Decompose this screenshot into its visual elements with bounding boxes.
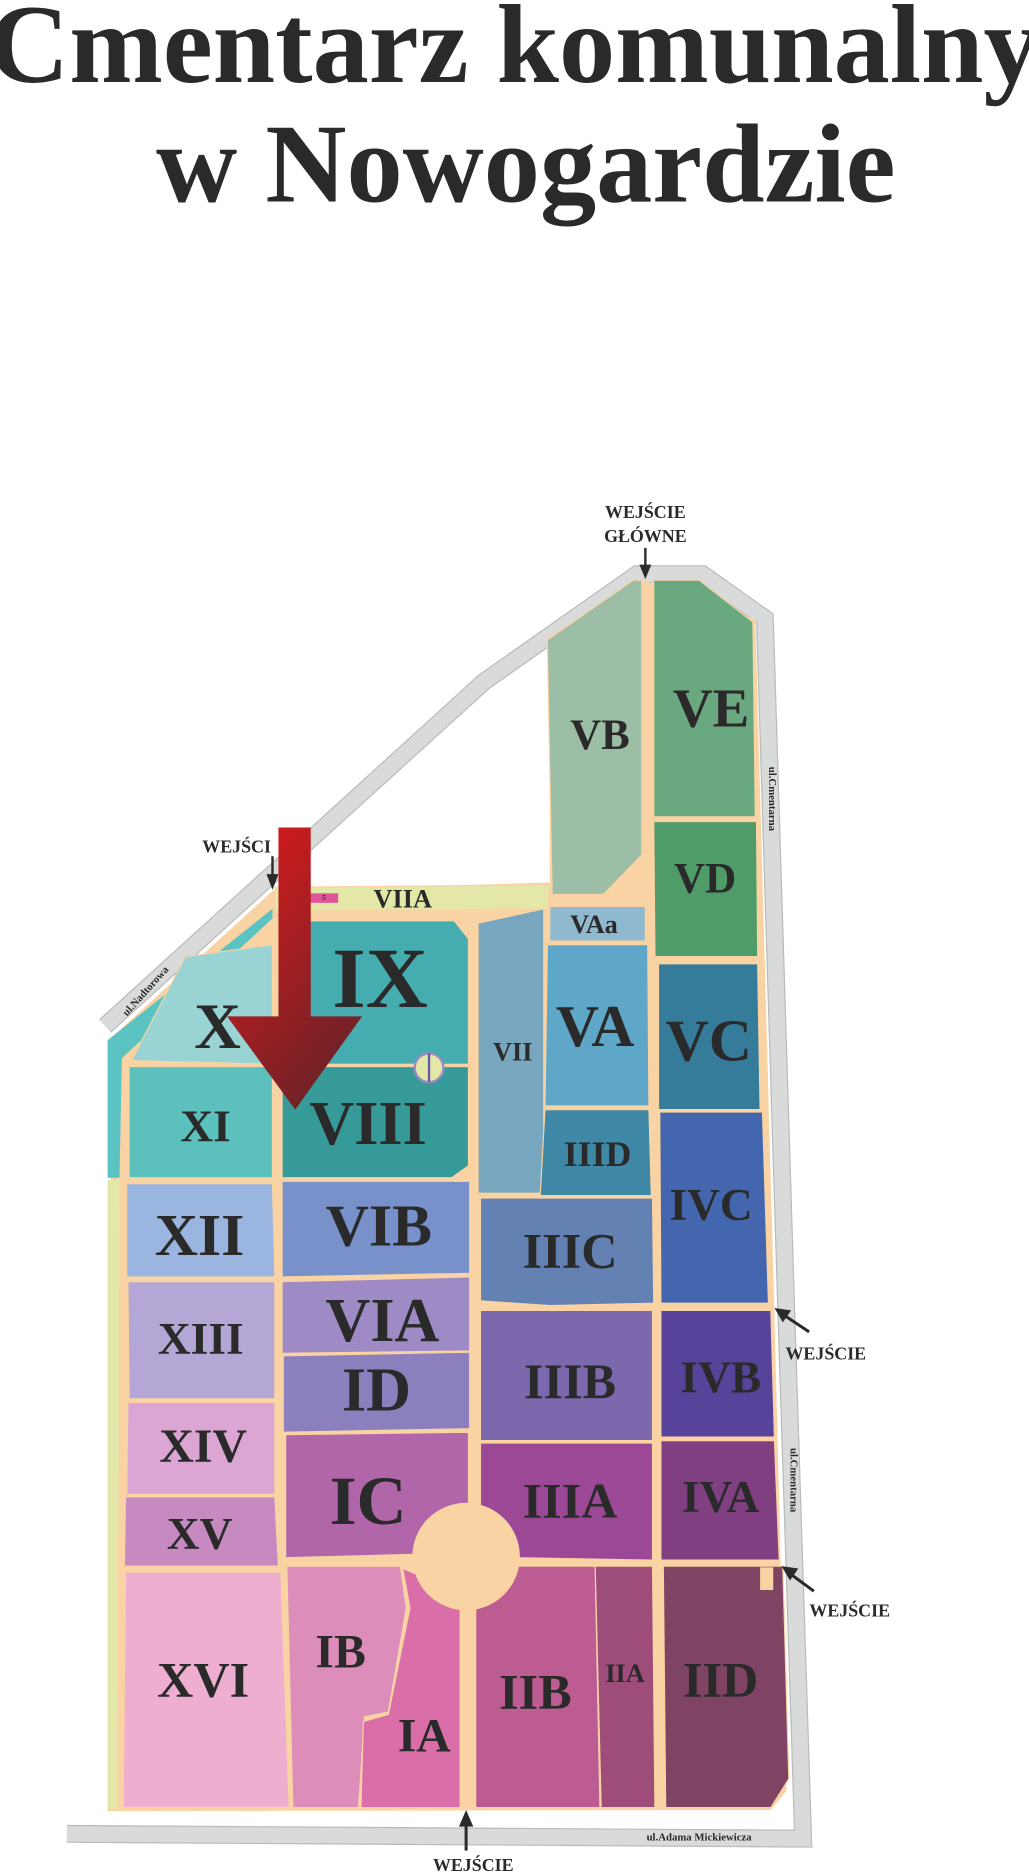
map-title-line1: Cmentarz komunalny (0, 0, 1029, 107)
section-VAa[interactable] (549, 905, 646, 942)
section-IVC[interactable] (659, 1111, 770, 1304)
entrance-main-label-2: GŁÓWNE (604, 525, 687, 546)
label-IC: IC (330, 1462, 407, 1539)
label-IB: IB (315, 1626, 365, 1679)
entrances: WEJŚCIE GŁÓWNE WEJŚCI WEJŚCIE WEJŚCIE WE… (202, 501, 890, 1875)
section-IIA[interactable] (594, 1565, 656, 1809)
sections (122, 579, 790, 1809)
plaza (412, 1502, 520, 1611)
entrance-main-label-1: WEJŚCIE (605, 501, 686, 522)
section-IIID[interactable] (539, 1109, 652, 1197)
label-IIIC: IIIC (523, 1223, 618, 1279)
section-XV[interactable] (123, 1496, 280, 1567)
section-IVB[interactable] (660, 1309, 776, 1438)
label-VIA: VIA (325, 1287, 439, 1355)
label-XIII: XIII (158, 1314, 244, 1364)
section-XVI[interactable] (122, 1571, 290, 1809)
plot-marker (308, 893, 339, 903)
section-IVA[interactable] (660, 1440, 780, 1561)
section-XIV[interactable] (126, 1401, 276, 1496)
label-VIB: VIB (326, 1193, 432, 1259)
section-labels: VB VE VD VIIA 5 VAa VA VC VII IX X XI VI… (155, 678, 761, 1763)
section-VE[interactable] (653, 579, 756, 818)
label-VB: VB (570, 712, 630, 759)
label-IIIA: IIIA (523, 1472, 618, 1528)
entrance-east-lower-label: WEJŚCIE (809, 1599, 890, 1620)
street-label-mickiewicza: ul.Adama Mickiewicza (647, 1831, 753, 1843)
section-VIA[interactable] (281, 1276, 471, 1355)
label-IVC: IVC (669, 1180, 752, 1230)
plot-marker-label: 5 (322, 894, 326, 902)
label-VIII: VIII (309, 1090, 426, 1158)
label-VE: VE (673, 678, 749, 739)
section-VC[interactable] (657, 963, 761, 1111)
label-XI: XI (180, 1101, 230, 1151)
label-IX: IX (332, 930, 428, 1026)
street-label-cmentarna-upper: ul.Cmentarna (766, 767, 778, 832)
section-XIII[interactable] (127, 1281, 276, 1400)
street-label-cmentarna-lower: ul.Cmentarna (788, 1448, 800, 1513)
entrance-south-arrow-icon (458, 1809, 474, 1851)
label-XIV: XIV (159, 1420, 247, 1473)
section-XII[interactable] (126, 1183, 276, 1278)
label-VAa: VAa (570, 910, 618, 939)
section-VIIA[interactable] (274, 884, 551, 912)
road-outline (66, 566, 812, 1847)
section-IB[interactable] (286, 1565, 407, 1809)
label-IIID: IIID (564, 1134, 632, 1174)
section-X[interactable] (130, 943, 274, 1065)
label-IIB: IIB (499, 1664, 572, 1720)
entrance-east-upper-arrow-icon (774, 1307, 810, 1334)
section-VIB[interactable] (281, 1180, 471, 1278)
section-IIIC[interactable] (479, 1197, 655, 1307)
label-IVB: IVB (680, 1352, 761, 1402)
label-ID: ID (342, 1356, 411, 1424)
entrance-northwest-label: WEJŚCI (202, 836, 271, 857)
section-IIIB[interactable] (479, 1309, 654, 1442)
label-VD: VD (674, 855, 736, 902)
path-stub (760, 1567, 774, 1591)
streets (66, 565, 813, 1848)
section-ID[interactable] (282, 1351, 471, 1433)
label-XII: XII (155, 1202, 245, 1268)
label-X: X (194, 990, 241, 1062)
section-VD[interactable] (653, 820, 759, 958)
label-XVI: XVI (157, 1652, 249, 1708)
entrance-main-arrow-icon (639, 547, 652, 579)
section-IID[interactable] (662, 1565, 790, 1809)
label-VC: VC (666, 1007, 752, 1073)
section-VA[interactable] (544, 944, 650, 1107)
map-title-line2: w Nowogardzie (156, 102, 895, 226)
label-VA: VA (556, 993, 635, 1059)
label-VIIA: VIIA (374, 885, 432, 914)
label-VII: VII (493, 1038, 532, 1067)
red-down-arrow-location-icon (227, 827, 363, 1110)
label-IVA: IVA (682, 1472, 760, 1522)
chapel-icon (413, 1052, 445, 1084)
entrance-east-upper-label: WEJŚCIE (786, 1342, 867, 1363)
label-IIA: IIA (605, 1659, 644, 1688)
entrance-east-lower-arrow-icon (781, 1566, 815, 1593)
label-IA: IA (398, 1709, 452, 1762)
label-IIIB: IIIB (524, 1353, 616, 1409)
entrance-northwest-arrow-icon (266, 856, 279, 890)
section-VB[interactable] (546, 579, 643, 896)
section-XI[interactable] (128, 1065, 274, 1179)
label-XV: XV (167, 1509, 233, 1559)
entrance-south-label: WEJŚCIE (433, 1854, 514, 1875)
label-IID: IID (683, 1652, 758, 1708)
section-IIB[interactable] (475, 1565, 601, 1809)
left-strip-green (107, 1180, 120, 1809)
